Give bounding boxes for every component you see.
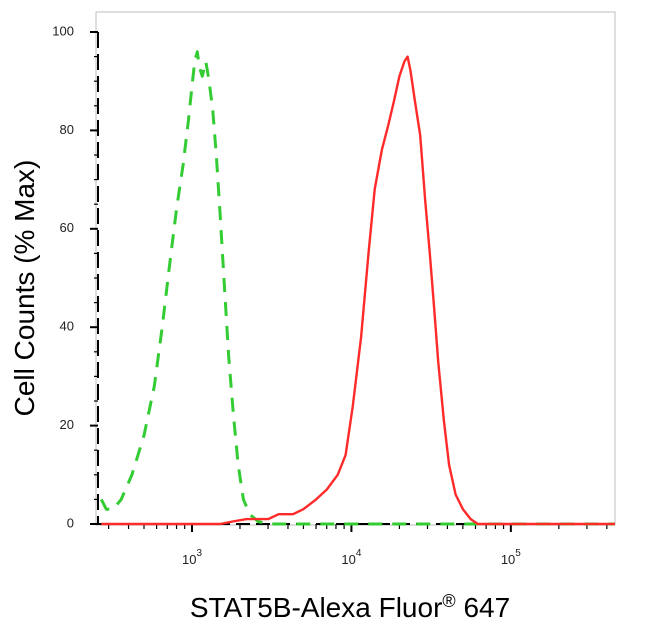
y-tick-label: 20 (60, 417, 74, 432)
x-tick-exponent: 3 (196, 548, 202, 559)
x-axis-title-main: STAT5B-Alexa Fluor (190, 592, 443, 623)
plot-frame (95, 11, 616, 526)
y-tick-label: 100 (52, 23, 74, 38)
y-tick-label: 60 (60, 220, 74, 235)
x-tick-exponent: 4 (356, 548, 362, 559)
x-tick-base: 10 (341, 552, 355, 567)
x-tick-label: 104 (341, 548, 361, 567)
y-axis-title: Cell Counts (% Max) (9, 160, 40, 417)
series-layer (99, 50, 615, 526)
x-tick-label: 105 (501, 548, 521, 567)
y-tick-label: 0 (67, 515, 74, 530)
x-axis-title-tail: 647 (456, 592, 511, 623)
x-axis-title-registered-mark: ® (442, 591, 455, 611)
y-tick-label: 80 (60, 122, 74, 137)
x-tick-label: 103 (182, 548, 202, 567)
stat5b-series-line (101, 55, 615, 526)
x-tick-base: 10 (182, 552, 196, 567)
x-tick-exponent: 5 (515, 548, 521, 559)
x-tick-base: 10 (501, 552, 515, 567)
control-series-line (99, 50, 615, 526)
x-axis: 103 104 105 (96, 523, 615, 567)
y-axis: 0 20 40 60 80 100 (52, 23, 99, 530)
x-axis-title: STAT5B-Alexa Fluor® 647 (190, 591, 510, 623)
y-tick-label: 40 (60, 319, 74, 334)
